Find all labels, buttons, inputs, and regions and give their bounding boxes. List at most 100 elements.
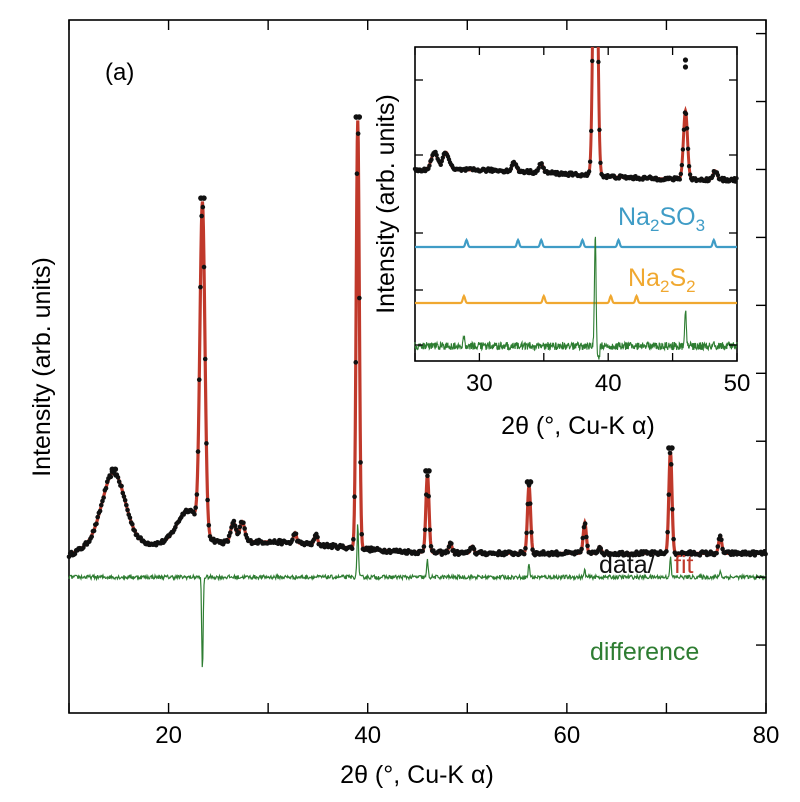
inset-data-point xyxy=(687,172,693,177)
data-point xyxy=(125,507,130,513)
inset-data-point xyxy=(589,128,594,134)
data-point xyxy=(425,473,430,479)
main-difference-series xyxy=(68,524,767,668)
data-point xyxy=(449,541,454,546)
data-point xyxy=(192,511,197,517)
inset-x-tick-label: 40 xyxy=(595,370,622,397)
data-point xyxy=(359,532,365,537)
data-point xyxy=(471,546,477,552)
data-point xyxy=(98,502,104,508)
data-point xyxy=(66,554,72,560)
data-point xyxy=(598,546,604,551)
data-point xyxy=(225,539,231,544)
data-point xyxy=(124,502,129,508)
data-point xyxy=(112,466,119,473)
inset-data-point xyxy=(429,157,434,162)
data-point xyxy=(199,213,204,219)
inset-x-tick-label: 30 xyxy=(466,370,493,397)
data-point xyxy=(127,515,133,521)
data-point xyxy=(108,474,114,480)
data-point xyxy=(232,523,238,528)
inset-data-point xyxy=(438,162,443,168)
inset-x-axis-label: 2θ (°, Cu-K α) xyxy=(501,412,655,440)
data-point xyxy=(95,514,100,520)
data-point xyxy=(202,356,208,362)
inset-data-point xyxy=(598,160,603,166)
data-point xyxy=(420,548,425,554)
data-point xyxy=(714,550,719,556)
data-point xyxy=(719,537,724,543)
data-point xyxy=(445,549,451,555)
data-point xyxy=(353,360,359,365)
main-plot-frame xyxy=(68,19,767,714)
inset-data-point xyxy=(684,126,690,131)
inset-data-point xyxy=(596,59,601,65)
data-point xyxy=(91,528,97,534)
inset-data-point xyxy=(682,64,689,70)
x-tick-label: 40 xyxy=(354,722,381,749)
data-point xyxy=(194,492,200,497)
panel-label: (a) xyxy=(105,59,134,86)
data-point xyxy=(205,497,210,503)
data-point xyxy=(428,544,434,549)
data-point xyxy=(668,462,674,467)
data-point xyxy=(311,537,317,542)
inset-reference-patterns xyxy=(415,237,737,305)
inset-difference-series xyxy=(414,236,738,360)
inset-data-point xyxy=(679,162,685,168)
inset-data-point xyxy=(586,169,592,174)
data-point xyxy=(309,542,314,548)
inset-data-point xyxy=(427,163,432,168)
data-point xyxy=(72,551,78,557)
data-point xyxy=(524,530,529,536)
data-point xyxy=(720,546,725,552)
data-point xyxy=(446,544,452,550)
difference-label: difference xyxy=(590,638,699,666)
data-point xyxy=(121,494,127,499)
data-point xyxy=(349,546,355,551)
fit-label: fit xyxy=(674,551,694,579)
data-point xyxy=(200,204,206,210)
data-point xyxy=(667,450,673,456)
data-point xyxy=(581,524,587,530)
data-point xyxy=(101,495,106,500)
main-y-axis-label: Intensity (arb. units) xyxy=(28,257,56,477)
data-point xyxy=(584,534,589,540)
data-point xyxy=(666,492,672,497)
inset-x-tick-label: 50 xyxy=(724,370,751,397)
inset-data-point xyxy=(539,161,544,166)
data-point xyxy=(116,479,122,485)
data-point xyxy=(351,537,356,542)
data-point xyxy=(358,460,363,465)
data-point xyxy=(293,531,299,537)
data-point xyxy=(119,483,124,489)
inset-data-point xyxy=(677,177,683,182)
data-point xyxy=(523,546,528,551)
data-point xyxy=(585,543,590,549)
data-point xyxy=(237,524,243,530)
inset-data-point xyxy=(440,155,446,160)
data-point xyxy=(527,501,533,506)
data-point xyxy=(231,518,237,524)
data-point xyxy=(204,441,209,446)
data-point xyxy=(97,508,103,514)
inset-data-point xyxy=(587,159,593,164)
data-point xyxy=(89,534,94,539)
inset-data-point xyxy=(508,166,514,172)
inset-y-axis-label: Intensity (arb. units) xyxy=(372,94,400,314)
data-label: data/ xyxy=(599,551,655,579)
data-point xyxy=(201,195,207,201)
na2so3-pattern xyxy=(415,237,737,249)
data-point xyxy=(173,525,178,530)
na2so3-label: Na2SO3 xyxy=(618,203,705,235)
inset-data-point xyxy=(683,111,689,117)
inset-data-point xyxy=(682,57,689,63)
main-data-series xyxy=(66,114,768,560)
data-point xyxy=(715,544,721,549)
inset-plot: 30 40 50 Na2SO3 Na2S2 2θ (°, Cu-K α) Inten… xyxy=(372,46,751,440)
inset-data-point xyxy=(678,171,684,177)
x-tick-label: 60 xyxy=(554,722,581,749)
inset-data-point xyxy=(715,172,721,178)
data-point xyxy=(529,530,534,535)
